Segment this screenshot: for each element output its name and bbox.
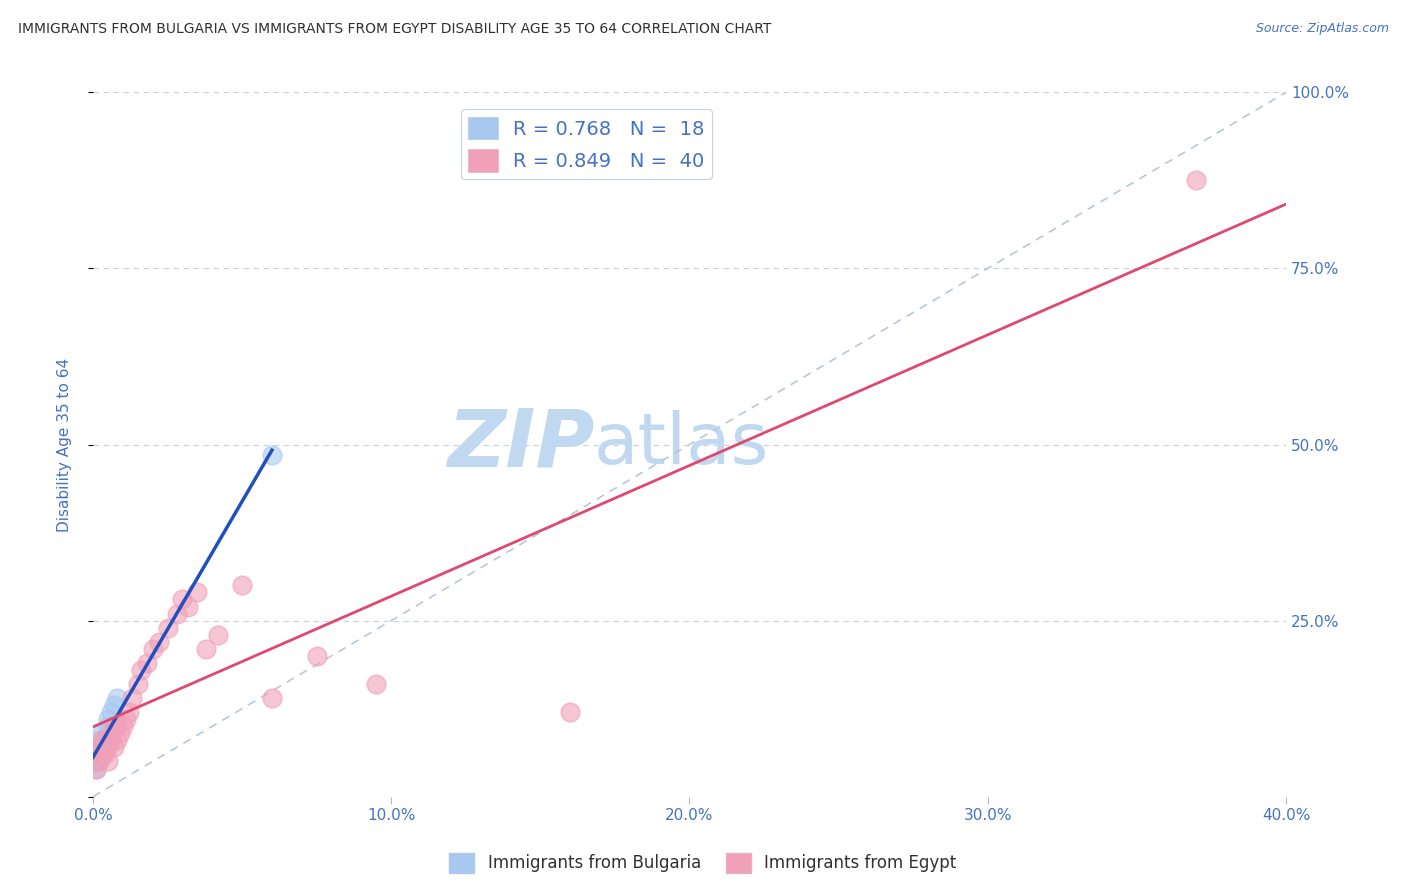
Point xyxy=(91,747,114,762)
Point xyxy=(195,641,218,656)
Point xyxy=(97,719,120,733)
Point xyxy=(91,740,114,755)
Point xyxy=(103,698,125,712)
Point xyxy=(91,747,114,762)
Point xyxy=(129,663,152,677)
Point xyxy=(305,648,328,663)
Point xyxy=(105,733,128,747)
Point xyxy=(91,726,114,740)
Point xyxy=(105,719,128,733)
Point xyxy=(84,755,107,769)
Point xyxy=(186,585,208,599)
Point xyxy=(97,712,120,726)
Point xyxy=(84,762,107,776)
Point xyxy=(97,740,120,755)
Point xyxy=(366,677,388,691)
Point xyxy=(166,607,188,621)
Point xyxy=(135,656,157,670)
Legend: Immigrants from Bulgaria, Immigrants from Egypt: Immigrants from Bulgaria, Immigrants fro… xyxy=(443,847,963,880)
Point xyxy=(87,740,110,755)
Point xyxy=(148,634,170,648)
Point xyxy=(100,705,122,719)
Point xyxy=(260,691,283,706)
Point xyxy=(87,755,110,769)
Text: ZIP: ZIP xyxy=(447,406,595,483)
Point xyxy=(1185,173,1208,187)
Point xyxy=(260,448,283,462)
Point xyxy=(97,755,120,769)
Point xyxy=(94,747,117,762)
Point xyxy=(87,755,110,769)
Point xyxy=(94,733,117,747)
Point xyxy=(156,621,179,635)
Point xyxy=(97,726,120,740)
Point xyxy=(84,747,107,762)
Point xyxy=(231,578,253,592)
Text: IMMIGRANTS FROM BULGARIA VS IMMIGRANTS FROM EGYPT DISABILITY AGE 35 TO 64 CORREL: IMMIGRANTS FROM BULGARIA VS IMMIGRANTS F… xyxy=(18,22,772,37)
Point xyxy=(560,705,582,719)
Point xyxy=(103,719,125,733)
Point xyxy=(91,733,114,747)
Y-axis label: Disability Age 35 to 64: Disability Age 35 to 64 xyxy=(58,358,72,532)
Point xyxy=(100,733,122,747)
Point xyxy=(94,740,117,755)
Point xyxy=(87,733,110,747)
Point xyxy=(127,677,149,691)
Point xyxy=(177,599,200,614)
Legend: R = 0.768   N =  18, R = 0.849   N =  40: R = 0.768 N = 18, R = 0.849 N = 40 xyxy=(461,109,713,179)
Text: Source: ZipAtlas.com: Source: ZipAtlas.com xyxy=(1256,22,1389,36)
Point xyxy=(87,740,110,755)
Point xyxy=(121,691,143,706)
Point xyxy=(103,740,125,755)
Point xyxy=(142,641,165,656)
Point xyxy=(84,747,107,762)
Point xyxy=(100,726,122,740)
Point xyxy=(108,726,131,740)
Point xyxy=(118,705,141,719)
Point xyxy=(105,691,128,706)
Point xyxy=(84,762,107,776)
Point xyxy=(111,719,134,733)
Point xyxy=(114,712,136,726)
Point xyxy=(207,628,229,642)
Point xyxy=(91,740,114,755)
Point xyxy=(94,733,117,747)
Text: atlas: atlas xyxy=(595,410,769,479)
Point xyxy=(172,592,194,607)
